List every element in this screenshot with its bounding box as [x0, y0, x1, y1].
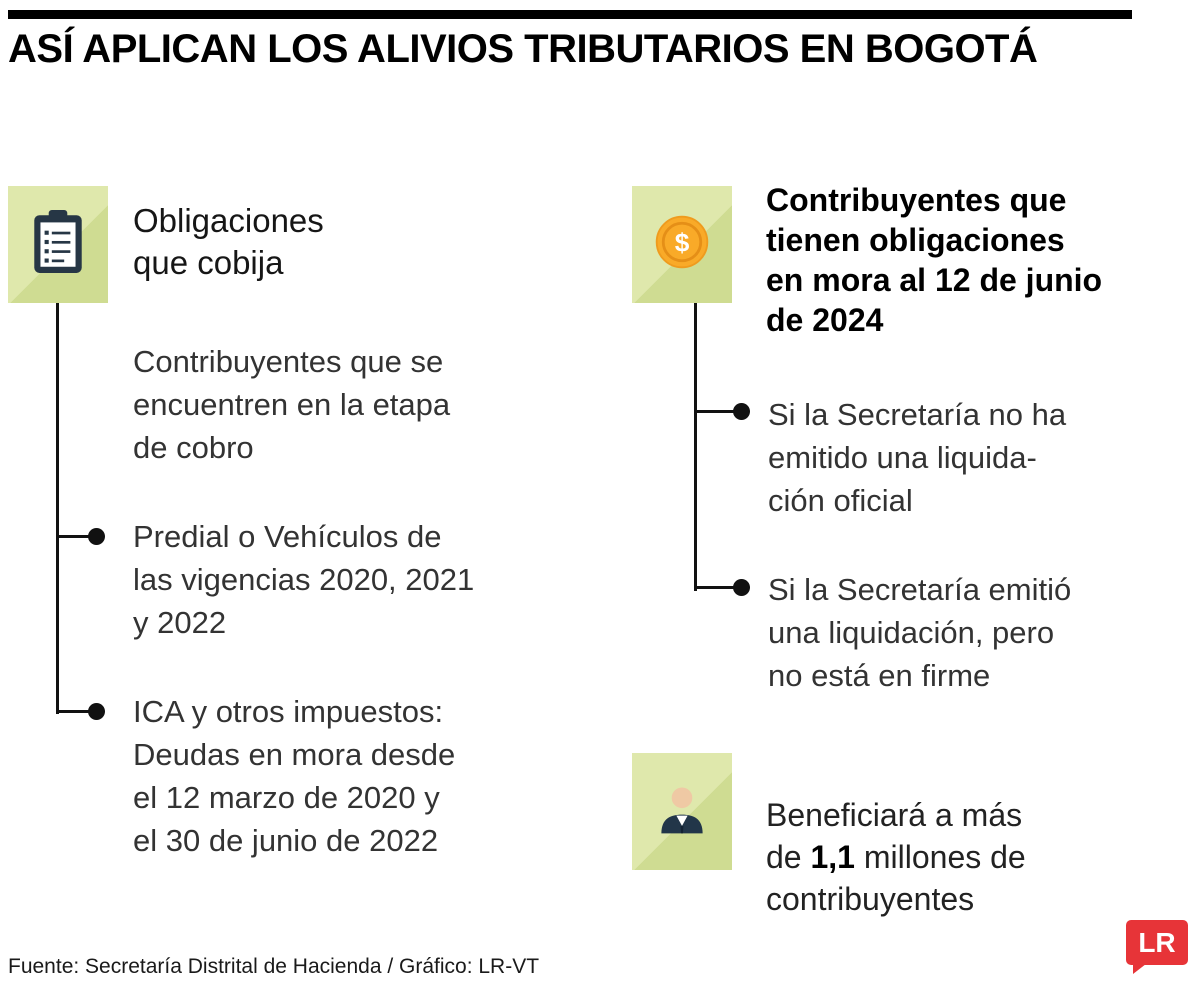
clipboard-icon [31, 209, 85, 280]
right-bullet2-dot [733, 579, 750, 596]
person-icon [652, 779, 712, 844]
benefit-prefix: Beneficiará a más de [766, 797, 1023, 875]
left-bullet1-dot [88, 528, 105, 545]
benefit-suffix: millones de contribuyentes [766, 839, 1026, 917]
left-bullet1-text: Predial o Vehículos de las vigencias 202… [133, 519, 475, 640]
taxpayers-header: Contribuyentes que tienen obligaciones e… [766, 182, 1103, 338]
lr-logo: LR [1126, 920, 1188, 974]
right-connector-line [694, 303, 697, 591]
benefit-highlight: 1,1 [810, 839, 855, 875]
svg-text:$: $ [675, 227, 690, 257]
obligations-icon-box [8, 186, 108, 303]
taxpayers-icon-box: $ [632, 186, 732, 303]
left-bullet1-connector [57, 535, 91, 538]
obligations-header: Obligaciones que cobija [133, 202, 324, 281]
left-bullet2-text: ICA y otros impuestos: Deudas en mora de… [133, 694, 456, 858]
source-credit: Fuente: Secretaría Distrital de Hacienda… [8, 955, 540, 978]
right-bullet1-dot [733, 403, 750, 420]
lr-logo-text: LR [1138, 926, 1176, 958]
dollar-coin-icon: $ [652, 212, 712, 277]
left-bullet2-connector [57, 710, 91, 713]
right-bullet2-connector [695, 586, 736, 589]
left-connector-line [56, 303, 59, 714]
right-bullet1-connector [695, 410, 736, 413]
right-bullet1-text: Si la Secretaría no ha emitido una liqui… [768, 397, 1067, 518]
right-bullet2-text: Si la Secretaría emitió una liquidación,… [768, 572, 1072, 693]
beneficiary-icon-box [632, 753, 732, 870]
page-title: ASÍ APLICAN LOS ALIVIOS TRIBUTARIOS EN B… [8, 27, 1038, 71]
title-rule [8, 10, 1132, 19]
obligations-intro: Contribuyentes que se encuentren en la e… [133, 344, 451, 465]
benefit-text: Beneficiará a más de 1,1 millones de con… [766, 752, 1186, 920]
left-bullet2-dot [88, 703, 105, 720]
